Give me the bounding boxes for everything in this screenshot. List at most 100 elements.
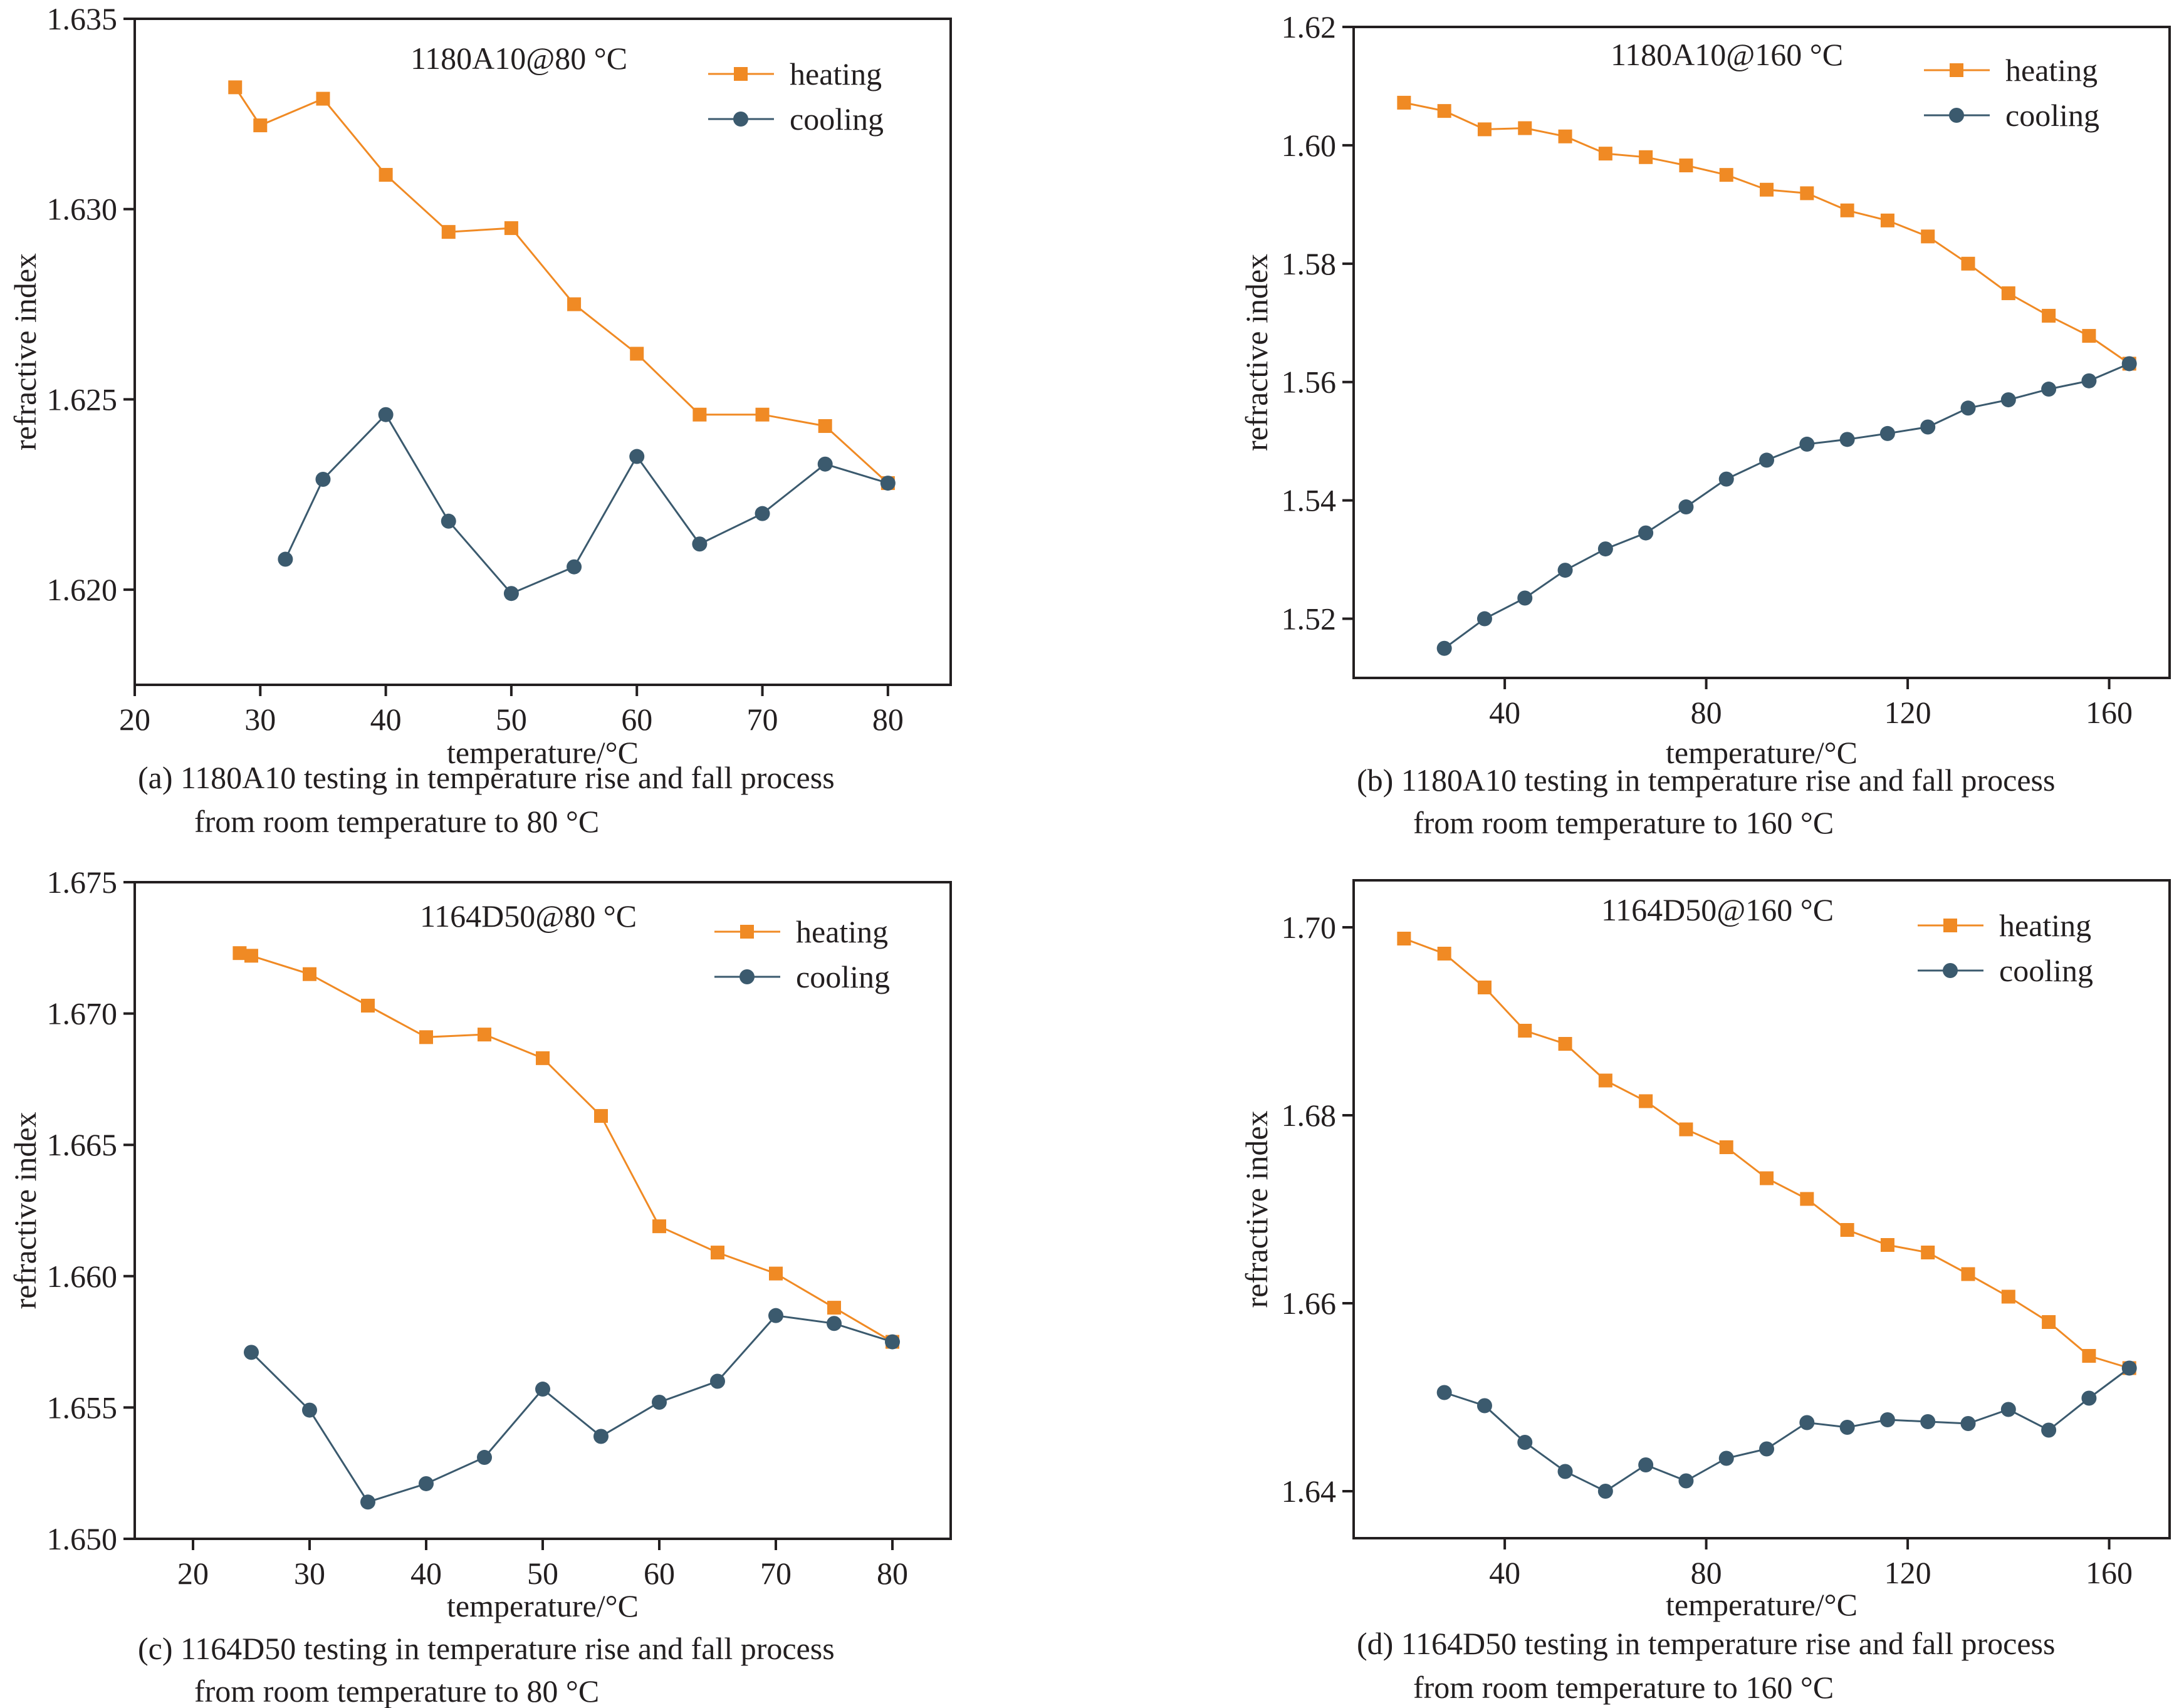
chart-panel-d: 40 80 120 160 1.64 1.66 1.68 1.70 temperature/°C… <box>1239 879 2171 1705</box>
data-point-heating <box>1397 95 1411 110</box>
legend-marker-heating <box>1943 919 1957 932</box>
y-tick-label: 1.665 <box>47 1127 118 1162</box>
data-point-heating <box>379 168 393 182</box>
data-point-heating <box>1880 213 1894 227</box>
x-axis-label: temperature/°C <box>447 1588 639 1623</box>
data-point-heating <box>1518 1024 1532 1038</box>
data-point-cooling <box>2121 1360 2137 1376</box>
data-point-cooling <box>1517 1435 1533 1450</box>
data-point-heating <box>567 297 582 311</box>
data-point-cooling <box>1638 1457 1654 1472</box>
data-point-cooling <box>1839 432 1855 447</box>
caption-line-2: from room temperature to 80 °C <box>194 804 599 839</box>
legend-label-cooling: cooling <box>796 959 890 994</box>
caption-line-1: (c) 1164D50 testing in temperature rise … <box>138 1631 835 1666</box>
data-point-heating <box>253 118 268 133</box>
data-point-heating <box>1437 104 1451 118</box>
y-tick-label: 1.66 <box>1282 1286 1337 1321</box>
data-point-heating <box>2001 1289 2015 1304</box>
caption-line-1: (b) 1180A10 testing in temperature rise … <box>1357 763 2055 798</box>
data-point-cooling <box>2041 1422 2057 1438</box>
data-point-cooling <box>1557 1464 1573 1479</box>
legend-label-heating: heating <box>796 914 888 949</box>
data-point-heating <box>504 221 518 236</box>
x-tick-label: 30 <box>294 1556 325 1591</box>
data-point-cooling <box>302 1402 317 1418</box>
legend-marker-cooling <box>1943 963 1958 978</box>
data-point-heating <box>1719 168 1733 182</box>
data-point-cooling <box>1436 640 1452 656</box>
series-line-heating <box>234 86 889 484</box>
caption-line-1: (a) 1180A10 testing in temperature rise … <box>138 760 835 795</box>
data-point-cooling <box>885 1334 900 1350</box>
data-point-heating <box>2001 286 2015 301</box>
data-point-heating <box>1800 1192 1814 1206</box>
legend-label-cooling: cooling <box>1999 953 2093 988</box>
data-point-heating <box>1558 1037 1572 1051</box>
caption-line-1: (d) 1164D50 testing in temperature rise … <box>1357 1626 2055 1661</box>
y-tick-label: 1.625 <box>47 382 118 417</box>
series-line-cooling <box>250 1315 893 1504</box>
data-point-heating <box>711 1246 724 1260</box>
data-point-cooling <box>278 551 293 567</box>
data-point-heating <box>1598 147 1612 161</box>
x-tick-label: 120 <box>1884 1555 1931 1590</box>
data-point-heating <box>818 419 832 433</box>
y-axis-label: refractive index <box>8 253 43 450</box>
data-point-heating <box>652 1219 666 1234</box>
legend-marker-heating <box>734 67 748 81</box>
data-point-cooling <box>1597 1484 1613 1499</box>
legend-label-heating: heating <box>2005 53 2098 88</box>
data-point-cooling <box>692 536 708 552</box>
data-point-heating <box>2082 329 2096 343</box>
data-point-heating <box>1679 159 1693 173</box>
data-point-heating <box>316 91 330 106</box>
y-axis-label: refractive index <box>1239 254 1274 451</box>
x-tick-label: 40 <box>1489 695 1520 730</box>
data-point-cooling <box>1879 1412 1895 1427</box>
y-tick-label: 1.660 <box>47 1259 118 1294</box>
data-point-heating <box>1639 1094 1653 1108</box>
x-tick-label: 40 <box>370 702 402 737</box>
x-tick-label: 20 <box>177 1556 209 1591</box>
data-point-cooling <box>1517 590 1533 606</box>
panel-title: 1164D50@80 °C <box>420 898 637 934</box>
y-tick-label: 1.68 <box>1282 1098 1337 1133</box>
data-point-heating <box>1437 947 1451 961</box>
y-tick-label: 1.62 <box>1282 9 1337 44</box>
data-point-cooling <box>593 1429 609 1444</box>
data-point-cooling <box>1920 1414 1936 1429</box>
plot-frame <box>1352 879 2171 1539</box>
plot-frame <box>133 18 952 686</box>
data-point-heating <box>1477 122 1492 137</box>
data-point-heating <box>1639 150 1653 164</box>
chart-panel-b: 40 80 120 160 1.52 1.54 1.56 1.58 1.60 1.62 temper… <box>1239 9 2171 840</box>
data-point-cooling <box>880 476 896 491</box>
x-tick-label: 160 <box>2086 695 2133 730</box>
y-axis-label: refractive index <box>1239 1110 1274 1308</box>
data-point-cooling <box>1638 525 1654 541</box>
data-point-cooling <box>477 1450 492 1466</box>
data-point-heating <box>1518 121 1532 135</box>
data-point-cooling <box>1436 1385 1452 1400</box>
data-point-cooling <box>1476 1398 1492 1414</box>
data-point-cooling <box>2000 1402 2016 1417</box>
data-point-heating <box>419 1030 433 1044</box>
data-point-heating <box>594 1109 608 1123</box>
legend-marker-cooling <box>1949 108 1964 123</box>
data-point-cooling <box>441 513 456 529</box>
data-point-heating <box>1760 1171 1774 1185</box>
x-tick-label: 60 <box>644 1556 675 1591</box>
x-axis-label: temperature/°C <box>1666 1587 1858 1622</box>
data-point-cooling <box>1799 1415 1815 1430</box>
data-point-heating <box>1961 256 1975 271</box>
y-tick-label: 1.650 <box>47 1521 118 1556</box>
data-point-cooling <box>1557 563 1573 578</box>
x-tick-label: 80 <box>1691 1555 1722 1590</box>
x-axis-label: temperature/°C <box>447 735 639 770</box>
data-point-cooling <box>1920 419 1936 435</box>
data-point-heating <box>361 999 375 1013</box>
data-point-heating <box>1840 203 1854 217</box>
data-point-cooling <box>1960 1416 1976 1431</box>
